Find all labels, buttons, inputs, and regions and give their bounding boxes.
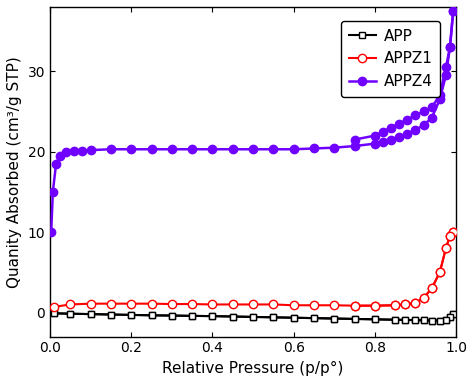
APPZ4	[429, 116, 435, 120]
APPZ1	[230, 302, 236, 307]
APP	[108, 312, 114, 317]
APP	[88, 312, 93, 316]
APPZ4	[64, 149, 69, 154]
APPZ1	[108, 301, 114, 306]
APPZ4	[128, 147, 134, 152]
APPZ1	[128, 301, 134, 306]
APP	[421, 318, 427, 322]
APPZ1	[421, 296, 427, 300]
Legend: APP, APPZ1, APPZ4: APP, APPZ1, APPZ4	[341, 21, 440, 97]
APPZ4	[50, 190, 55, 194]
APPZ4	[388, 137, 394, 142]
APPZ4	[108, 147, 114, 152]
APP	[189, 314, 195, 318]
APPZ1	[291, 303, 296, 308]
Line: APP: APP	[51, 310, 456, 324]
APPZ1	[412, 301, 418, 305]
APPZ1	[51, 304, 57, 309]
APPZ4	[57, 154, 63, 158]
APP	[230, 314, 236, 319]
APPZ1	[271, 302, 276, 307]
APP	[149, 313, 155, 318]
APPZ4	[311, 146, 317, 151]
APPZ4	[352, 144, 357, 148]
APPZ4	[271, 147, 276, 152]
APP	[271, 315, 276, 320]
APPZ4	[291, 147, 296, 152]
APPZ1	[149, 301, 155, 306]
APPZ4	[169, 147, 174, 152]
APP	[443, 318, 449, 322]
Line: APPZ1: APPZ1	[50, 228, 457, 311]
APPZ4	[72, 149, 77, 153]
APPZ4	[210, 147, 215, 152]
APPZ1	[443, 246, 449, 250]
APPZ1	[331, 303, 337, 308]
APPZ4	[250, 147, 256, 152]
APPZ1	[169, 302, 174, 306]
APP	[128, 313, 134, 317]
APP	[250, 314, 256, 319]
APPZ1	[210, 302, 215, 307]
APPZ1	[437, 270, 443, 275]
APPZ1	[392, 303, 398, 308]
APPZ4	[331, 146, 337, 150]
APP	[311, 316, 317, 321]
APPZ1	[250, 302, 256, 307]
APP	[352, 317, 357, 321]
APPZ1	[402, 302, 408, 307]
APP	[450, 312, 456, 316]
APP	[331, 316, 337, 321]
APPZ1	[67, 302, 73, 307]
APPZ4	[404, 132, 410, 136]
APPZ4	[447, 45, 453, 49]
APPZ1	[372, 303, 378, 308]
APP	[372, 317, 378, 322]
APPZ1	[450, 230, 456, 234]
APPZ1	[189, 302, 195, 306]
APPZ4	[450, 9, 456, 13]
APP	[437, 318, 443, 323]
APP	[291, 316, 296, 320]
APPZ4	[53, 162, 59, 166]
APP	[429, 318, 435, 323]
APPZ4	[372, 141, 378, 146]
APPZ4	[380, 140, 386, 144]
APPZ4	[421, 123, 427, 128]
APP	[210, 314, 215, 318]
APP	[169, 313, 174, 318]
Line: APPZ4: APPZ4	[47, 7, 457, 236]
APP	[51, 311, 57, 316]
APPZ4	[230, 147, 236, 152]
X-axis label: Relative Pressure (p/p°): Relative Pressure (p/p°)	[162, 361, 344, 376]
APPZ1	[352, 303, 357, 308]
APPZ4	[149, 147, 155, 152]
APPZ4	[80, 149, 85, 153]
APPZ4	[396, 135, 402, 139]
APPZ4	[88, 148, 93, 152]
APPZ4	[443, 73, 449, 78]
APP	[402, 318, 408, 322]
APPZ4	[412, 128, 418, 132]
Y-axis label: Quanity Absorbed (cm³/g STP): Quanity Absorbed (cm³/g STP)	[7, 56, 22, 288]
APPZ4	[189, 147, 195, 152]
APP	[67, 311, 73, 316]
APP	[392, 318, 398, 322]
APPZ4	[437, 97, 443, 102]
APP	[412, 318, 418, 322]
APPZ1	[88, 301, 93, 306]
APPZ1	[447, 234, 453, 238]
APPZ4	[48, 230, 54, 234]
APPZ1	[311, 303, 317, 308]
APP	[447, 314, 453, 319]
APPZ1	[429, 286, 435, 291]
